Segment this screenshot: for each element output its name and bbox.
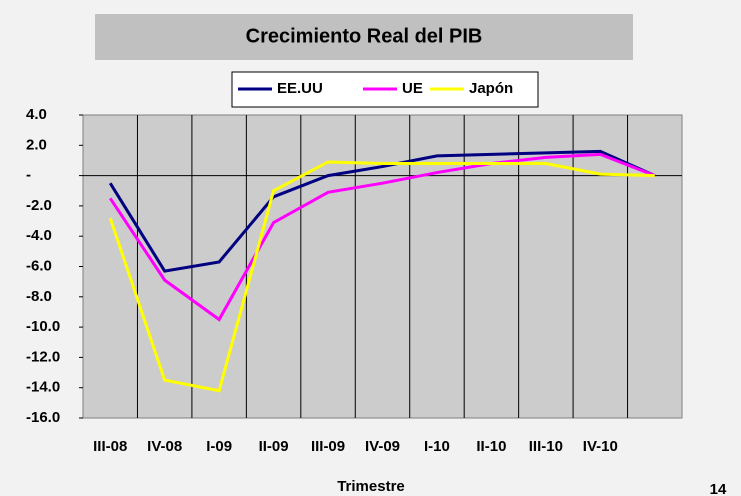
y-tick-label: -14.0	[26, 379, 60, 396]
series-line	[108, 152, 656, 322]
x-tick-label: I-09	[206, 438, 232, 455]
y-tick-label: -12.0	[26, 348, 60, 365]
y-tick-label: 4.0	[26, 106, 47, 123]
x-axis-title: Trimestre	[337, 478, 405, 495]
y-tick-label: -2.0	[26, 197, 52, 214]
plot-area	[82, 114, 683, 419]
y-tick-label: 2.0	[26, 136, 47, 153]
x-tick-label: II-09	[259, 438, 289, 455]
x-tick-label: III-09	[311, 438, 345, 455]
y-tick-label: -	[26, 167, 31, 184]
series-line	[108, 160, 655, 393]
x-tick-label: IV-08	[147, 438, 182, 455]
x-tick-label: II-10	[476, 438, 506, 455]
y-tick-label: -10.0	[26, 318, 60, 335]
chart-title: Crecimiento Real del PIB	[246, 25, 483, 47]
title-box	[95, 14, 633, 60]
series-line	[108, 149, 656, 273]
x-tick-label: IV-10	[583, 438, 618, 455]
legend-label: EE.UU	[277, 80, 323, 97]
x-tick-label: III-08	[93, 438, 127, 455]
legend-label: UE	[402, 80, 423, 97]
x-tick-label: IV-09	[365, 438, 400, 455]
y-tick-label: -4.0	[26, 227, 52, 244]
x-tick-label: III-10	[529, 438, 563, 455]
y-tick-label: -8.0	[26, 288, 52, 305]
page-number: 14	[710, 481, 727, 496]
legend-label: Japón	[469, 80, 513, 97]
x-tick-label: I-10	[424, 438, 450, 455]
y-tick-label: -6.0	[26, 257, 52, 274]
y-tick-label: -16.0	[26, 409, 60, 426]
